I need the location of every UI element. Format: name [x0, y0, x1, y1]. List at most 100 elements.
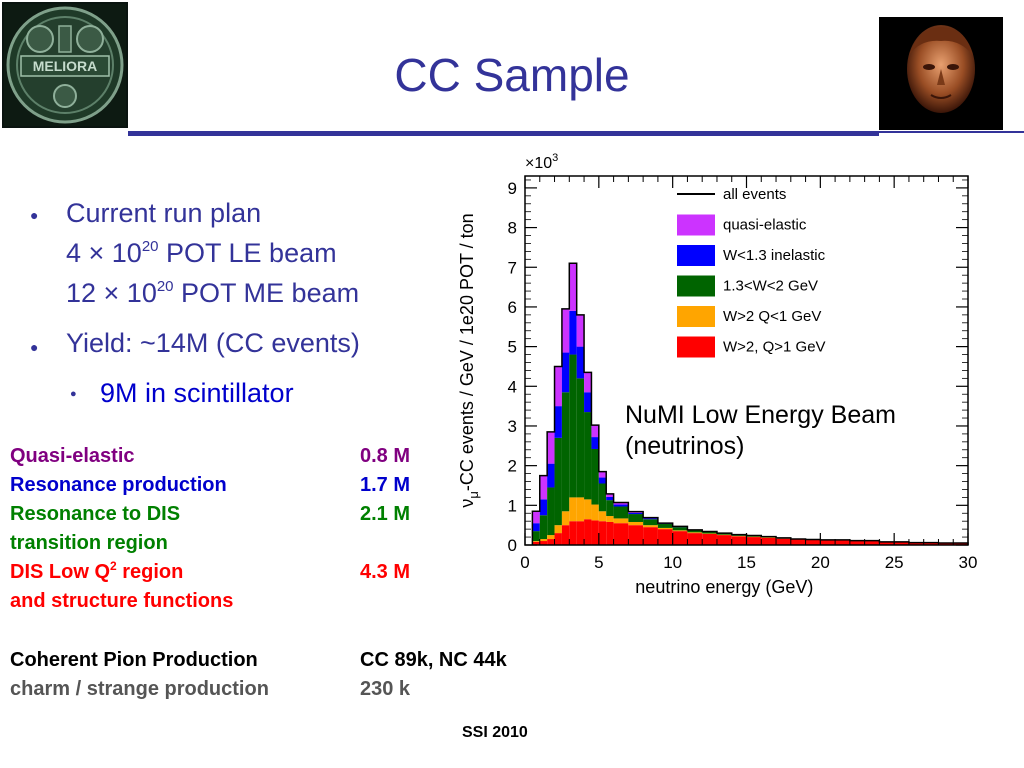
bar-segment-2-4 — [561, 392, 570, 512]
y-tick-label: 8 — [508, 219, 517, 238]
table-value-resonance: 1.7 M — [360, 474, 411, 496]
bar-segment-0-10 — [606, 521, 614, 545]
bar-segment-3-9 — [598, 477, 607, 484]
bar-segment-2-6 — [576, 378, 585, 498]
x-axis-label: neutrino energy (GeV) — [635, 577, 813, 597]
bar-segment-2-16 — [687, 529, 703, 533]
energy-spectrum-chart: 0 5 10 15 20 25 30 0 1 2 3 4 5 6 7 8 9 ×103 neutrino en… — [457, 152, 978, 597]
bar-segment-1-11 — [613, 518, 629, 524]
bar-segment-2-9 — [598, 483, 607, 512]
y-multiplier-label: ×103 — [525, 152, 558, 172]
legend-swatch-1 — [677, 245, 715, 266]
bar-segment-2-13 — [643, 519, 658, 526]
bar-segment-1-9 — [598, 511, 607, 522]
sub-bullet-scintillator: 9M in scintillator — [100, 378, 294, 408]
x-tick-label: 15 — [737, 553, 756, 572]
bar-segment-3-2 — [547, 463, 555, 488]
legend-swatch-0 — [677, 214, 715, 236]
table-label-res-dis-line2: transition region — [10, 532, 168, 554]
legend-label-3: W>2 Q<1 GeV — [723, 308, 821, 325]
bar-segment-3-4 — [561, 352, 570, 393]
bar-segment-0-8 — [591, 520, 599, 545]
y-tick-label: 5 — [508, 338, 517, 357]
legend-swatch-4 — [677, 336, 715, 358]
title-divider — [128, 131, 879, 136]
bar-segment-0-13 — [643, 527, 658, 545]
y-tick-label: 6 — [508, 298, 517, 317]
bar-segment-0-14 — [657, 529, 673, 545]
bar-segment-1-5 — [569, 497, 577, 522]
legend-label-1: W<1.3 inelastic — [723, 247, 826, 264]
bar-segment-3-7 — [584, 392, 592, 413]
title-divider-thin — [879, 131, 1024, 133]
bar-segment-1-1 — [539, 539, 548, 542]
bar-segment-3-11 — [613, 504, 629, 507]
y-tick-label: 1 — [508, 496, 517, 515]
bar-segment-4-0 — [532, 511, 540, 524]
bar-segment-0-15 — [672, 531, 688, 545]
bar-segment-3-6 — [576, 346, 585, 379]
bar-segment-2-15 — [672, 527, 688, 531]
bar-segment-4-9 — [598, 471, 607, 478]
bar-segment-2-3 — [554, 437, 562, 526]
bar-segment-2-0 — [532, 531, 540, 542]
legend-swatch-3 — [677, 306, 715, 327]
bar-segment-4-10 — [606, 493, 614, 497]
bar-segment-1-16 — [687, 532, 703, 534]
bar-segment-1-14 — [657, 527, 673, 530]
annotation-line1: NuMI Low Energy Beam — [625, 401, 896, 429]
x-tick-label: 0 — [520, 553, 529, 572]
bar-segment-1-8 — [591, 504, 599, 521]
bar-segment-3-13 — [643, 518, 658, 520]
bar-segment-4-6 — [576, 314, 585, 347]
bullet-me-beam: 12 × 1020 POT ME beam — [66, 278, 360, 308]
x-tick-label: 30 — [959, 553, 978, 572]
legend-swatch-2 — [677, 275, 715, 297]
bar-segment-2-7 — [584, 412, 592, 500]
bar-segment-1-13 — [643, 525, 658, 528]
bar-segment-4-2 — [547, 431, 555, 464]
y-tick-label: 7 — [508, 258, 517, 277]
bar-segment-2-14 — [657, 523, 673, 528]
bar-segment-2-2 — [547, 487, 555, 536]
sub-bullet-dot: ● — [70, 388, 77, 400]
bullet-le-beam: 4 × 1020 POT LE beam — [66, 238, 337, 268]
table-label-coherent-pion: Coherent Pion Production — [10, 649, 258, 671]
bar-segment-1-2 — [547, 535, 555, 540]
annotation-line2: (neutrinos) — [625, 432, 745, 460]
axis-ticks — [524, 176, 969, 546]
y-tick-labels: 0 1 2 3 4 5 6 7 8 9 — [508, 179, 517, 555]
bar-segment-3-8 — [591, 437, 599, 449]
bar-segment-0-24 — [805, 539, 821, 545]
bar-segment-0-18 — [716, 535, 732, 545]
bar-segment-0-19 — [731, 536, 747, 545]
y-axis-label: νμ-CC events / GeV / 1e20 POT / ton — [457, 213, 481, 507]
slide-title: CC Sample — [394, 49, 630, 101]
table-label-res-dis: Resonance to DIS — [10, 503, 181, 525]
bar-segment-0-22 — [776, 538, 791, 545]
bullet-dot: ● — [30, 339, 39, 355]
bar-segment-0-21 — [761, 537, 777, 545]
bar-segment-3-3 — [554, 406, 562, 438]
bar-segment-1-10 — [606, 516, 614, 522]
bullet-run-plan: Current run plan — [66, 198, 262, 228]
logo-text: MELIORA — [33, 58, 98, 74]
legend-label-0: quasi-elastic — [723, 217, 807, 234]
bar-segment-1-0 — [532, 541, 540, 542]
bullet-dot: ● — [30, 207, 39, 223]
y-tick-label: 9 — [508, 179, 517, 198]
bar-segment-0-11 — [613, 523, 629, 545]
bar-segment-1-15 — [672, 530, 688, 532]
bar-segment-3-0 — [532, 523, 540, 532]
bar-segment-2-8 — [591, 448, 599, 505]
bar-segment-2-12 — [628, 514, 644, 522]
table-value-charm: 230 k — [360, 678, 411, 700]
bar-segment-3-5 — [569, 310, 577, 355]
bar-segment-1-6 — [576, 497, 585, 522]
bar-segment-4-11 — [613, 502, 629, 505]
bar-segment-0-7 — [584, 519, 592, 545]
bar-segment-0-12 — [628, 525, 644, 545]
legend-label-4: W>2, Q>1 GeV — [723, 339, 826, 356]
table-value-quasi-elastic: 0.8 M — [360, 445, 411, 467]
bar-segment-0-6 — [576, 521, 585, 545]
